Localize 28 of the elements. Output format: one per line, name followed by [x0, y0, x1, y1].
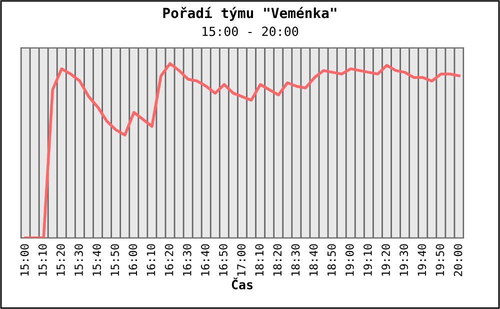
x-tick-label: 15:10: [38, 244, 47, 276]
x-tick-label: 19:30: [400, 244, 408, 276]
x-tick-label: 19:40: [418, 244, 426, 276]
x-tick-label: 18:10: [255, 244, 264, 276]
x-tick-label: 18:20: [273, 244, 282, 276]
x-tick-label: 15:50: [110, 244, 120, 276]
x-tick-label: 16:20: [164, 244, 174, 276]
x-tick-label: 19:10: [364, 244, 372, 276]
x-tick-label: 16:50: [219, 244, 228, 276]
x-tick-label: 19:00: [345, 244, 354, 276]
x-tick-label: 18:40: [309, 244, 318, 276]
chart-title: Pořadí týmu "Veménka": [163, 6, 336, 21]
x-axis-title: Čas: [232, 278, 253, 290]
x-tick-label: 16:40: [200, 244, 210, 276]
chart-subtitle: 15:00 - 20:00: [202, 26, 298, 36]
x-tick-label: 19:20: [382, 244, 390, 276]
x-tick-label: 18:50: [327, 244, 336, 276]
x-tick-label: 19:50: [436, 244, 444, 276]
x-tick-label: 17:00: [237, 244, 246, 276]
x-tick-label: 16:10: [146, 244, 156, 276]
x-tick-label: 20:00: [454, 244, 462, 276]
x-tick-label: 15:20: [56, 244, 65, 276]
x-tick-label: 15:00: [20, 244, 29, 276]
x-tick-label: 16:30: [182, 244, 192, 276]
x-tick-label: 16:00: [128, 244, 138, 276]
x-tick-label: 18:30: [291, 244, 300, 276]
x-tick-label: 15:40: [92, 244, 102, 276]
x-tick-label: 15:30: [74, 244, 83, 276]
